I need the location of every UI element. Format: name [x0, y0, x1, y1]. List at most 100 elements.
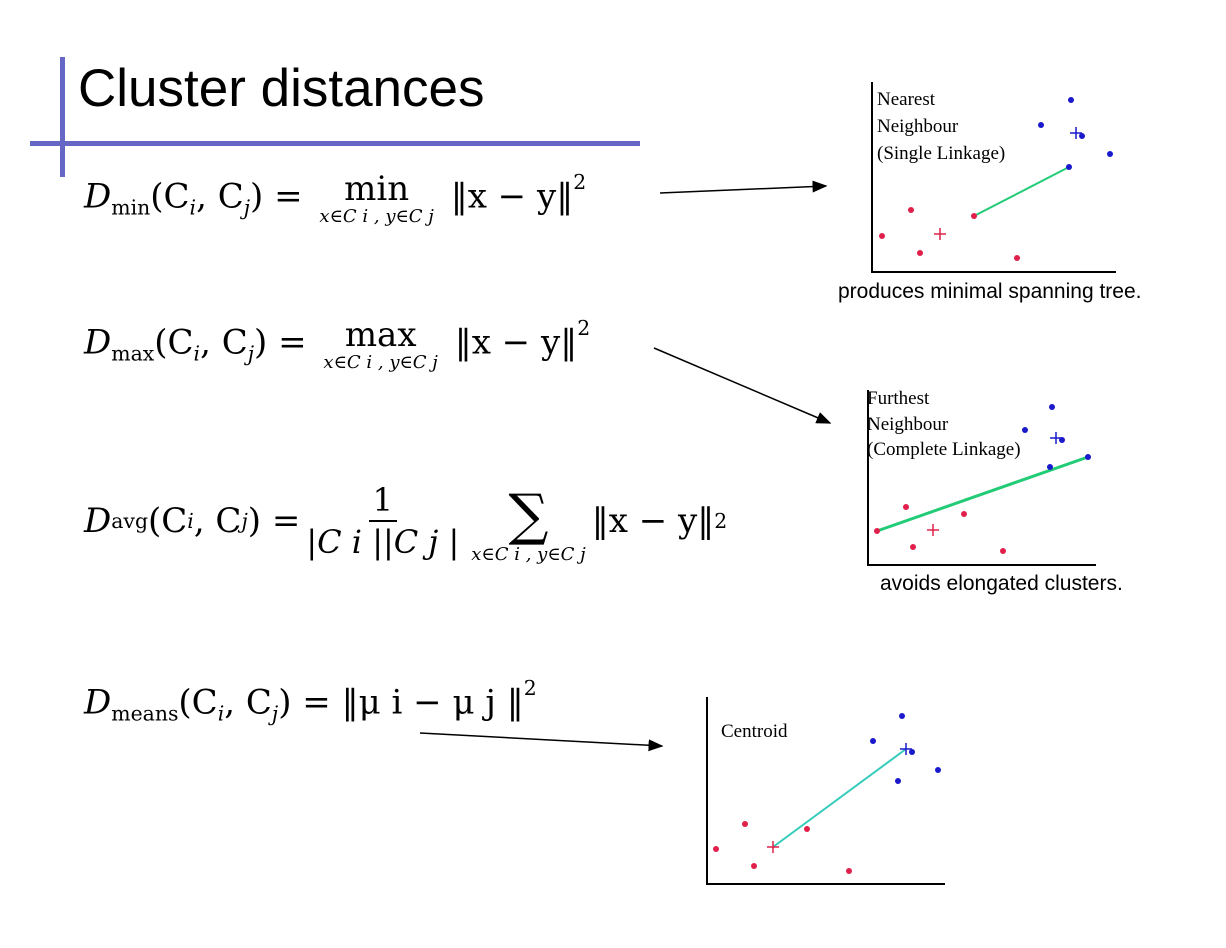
blue-point — [935, 767, 941, 773]
blue-point — [1107, 151, 1113, 157]
formula-args: (C — [178, 682, 218, 723]
formula-power: 2 — [714, 508, 728, 533]
blue-point — [909, 749, 915, 755]
red-centroid-marker — [934, 228, 946, 240]
caption-furthest: avoids elongated clusters. — [880, 572, 1123, 595]
caption-nearest: produces minimal spanning tree. — [838, 280, 1142, 303]
formula-args: , C — [200, 322, 248, 363]
formula-symbol: D — [84, 501, 112, 541]
formula-power: 2 — [577, 316, 591, 340]
formula-operator: min x∈C i , y∈C j — [319, 172, 433, 226]
linkage-line — [973, 166, 1070, 217]
red-point — [903, 504, 909, 510]
formula-args: ) = — [278, 682, 331, 723]
operator-limits: x∈C i , y∈C j — [471, 544, 586, 565]
plot-axes — [871, 82, 1116, 273]
red-point — [910, 544, 916, 550]
linkage-line — [772, 748, 907, 848]
blue-point — [1038, 122, 1044, 128]
formula-args: , C — [224, 682, 272, 723]
formula-subscript: max — [111, 341, 155, 366]
plot-label-line: (Complete Linkage) — [867, 439, 1021, 460]
operator-text: max — [344, 315, 417, 355]
blue-centroid-marker — [1070, 127, 1082, 139]
formula-index: j — [247, 341, 255, 366]
formula-norm: ‖μ i − μ j ‖ — [341, 682, 524, 723]
red-point — [961, 511, 967, 517]
plot-axes — [706, 697, 945, 885]
formula-norm: ‖x − y‖ — [450, 176, 574, 217]
blue-point — [895, 778, 901, 784]
formula-symbol: D — [84, 682, 112, 723]
formula-dmeans: Dmeans(Ci, Cj) = ‖μ i − μ j ‖2 — [84, 678, 537, 724]
formula-norm: ‖x − y‖ — [591, 501, 715, 541]
blue-point — [899, 713, 905, 719]
formula-symbol: D — [84, 322, 112, 363]
plot-label-line: Nearest — [877, 89, 936, 110]
formula-index: j — [241, 508, 248, 533]
fraction-numerator: 1 — [368, 484, 397, 522]
red-point — [1000, 548, 1006, 554]
red-point — [1014, 255, 1020, 261]
formula-power: 2 — [523, 676, 537, 700]
title-accent-horizontal-bar — [30, 141, 640, 146]
formula-subscript: means — [111, 701, 179, 726]
formula-summation: ∑ x∈C i , y∈C j — [471, 488, 585, 564]
blue-point — [1022, 427, 1028, 433]
red-point — [874, 528, 880, 534]
red-point — [713, 846, 719, 852]
formula-index: i — [193, 341, 201, 366]
slide-title: Cluster distances — [78, 59, 485, 118]
formula-args: ) = — [250, 176, 303, 217]
red-centroid-marker — [927, 524, 939, 536]
formula-dmax: Dmax(Ci, Cj) = max x∈C i , y∈C j ‖x − y‖2 — [84, 318, 590, 372]
red-point — [742, 821, 748, 827]
formula-args: , C — [193, 501, 242, 541]
blue-point — [1068, 97, 1074, 103]
plot-label-line: Furthest — [867, 388, 930, 409]
plot-nearest: Nearest Neighbour (Single Linkage) — [871, 82, 1116, 273]
red-point — [846, 868, 852, 874]
operator-limits: x∈C i , y∈C j — [319, 206, 434, 227]
formula-args: ) = — [247, 501, 301, 541]
formula-index: i — [187, 508, 194, 533]
plot-label-line: Centroid — [721, 721, 788, 742]
arrow-dmax — [653, 347, 832, 424]
red-point — [971, 213, 977, 219]
formula-index: i — [217, 701, 225, 726]
blue-point — [870, 738, 876, 744]
red-point — [879, 233, 885, 239]
formula-power: 2 — [573, 170, 587, 194]
formula-dmin: Dmin(Ci, Cj) = min x∈C i , y∈C j ‖x − y‖2 — [84, 172, 586, 226]
red-point — [751, 863, 757, 869]
blue-centroid-marker — [1050, 432, 1062, 444]
formula-norm: ‖x − y‖ — [454, 322, 578, 363]
formula-fraction: 1 |C i ||C j | — [306, 484, 459, 558]
blue-point — [1066, 164, 1072, 170]
title-accent-vertical-bar — [60, 57, 65, 177]
formula-args: , C — [196, 176, 244, 217]
blue-point — [1085, 454, 1091, 460]
formula-subscript: min — [111, 195, 151, 220]
operator-text: min — [344, 169, 410, 209]
plot-centroid: Centroid — [706, 697, 945, 885]
formula-index: j — [243, 195, 251, 220]
plot-furthest: Furthest Neighbour (Complete Linkage) — [867, 388, 1096, 566]
linkage-line — [876, 455, 1089, 533]
red-point — [908, 207, 914, 213]
formula-index: j — [271, 701, 279, 726]
arrow-dmin — [659, 180, 828, 194]
formula-args: (C — [154, 322, 194, 363]
formula-symbol: D — [84, 176, 112, 217]
plot-label-line: (Single Linkage) — [877, 143, 1005, 164]
plot-label-line: Neighbour — [877, 116, 959, 137]
formula-args: (C — [150, 176, 190, 217]
operator-limits: x∈C i , y∈C j — [323, 352, 438, 373]
summation-symbol: ∑ — [508, 483, 549, 548]
red-point — [917, 250, 923, 256]
fraction-denominator: |C i ||C j | — [306, 523, 460, 561]
formula-subscript: avg — [111, 508, 148, 533]
formula-index: i — [189, 195, 197, 220]
